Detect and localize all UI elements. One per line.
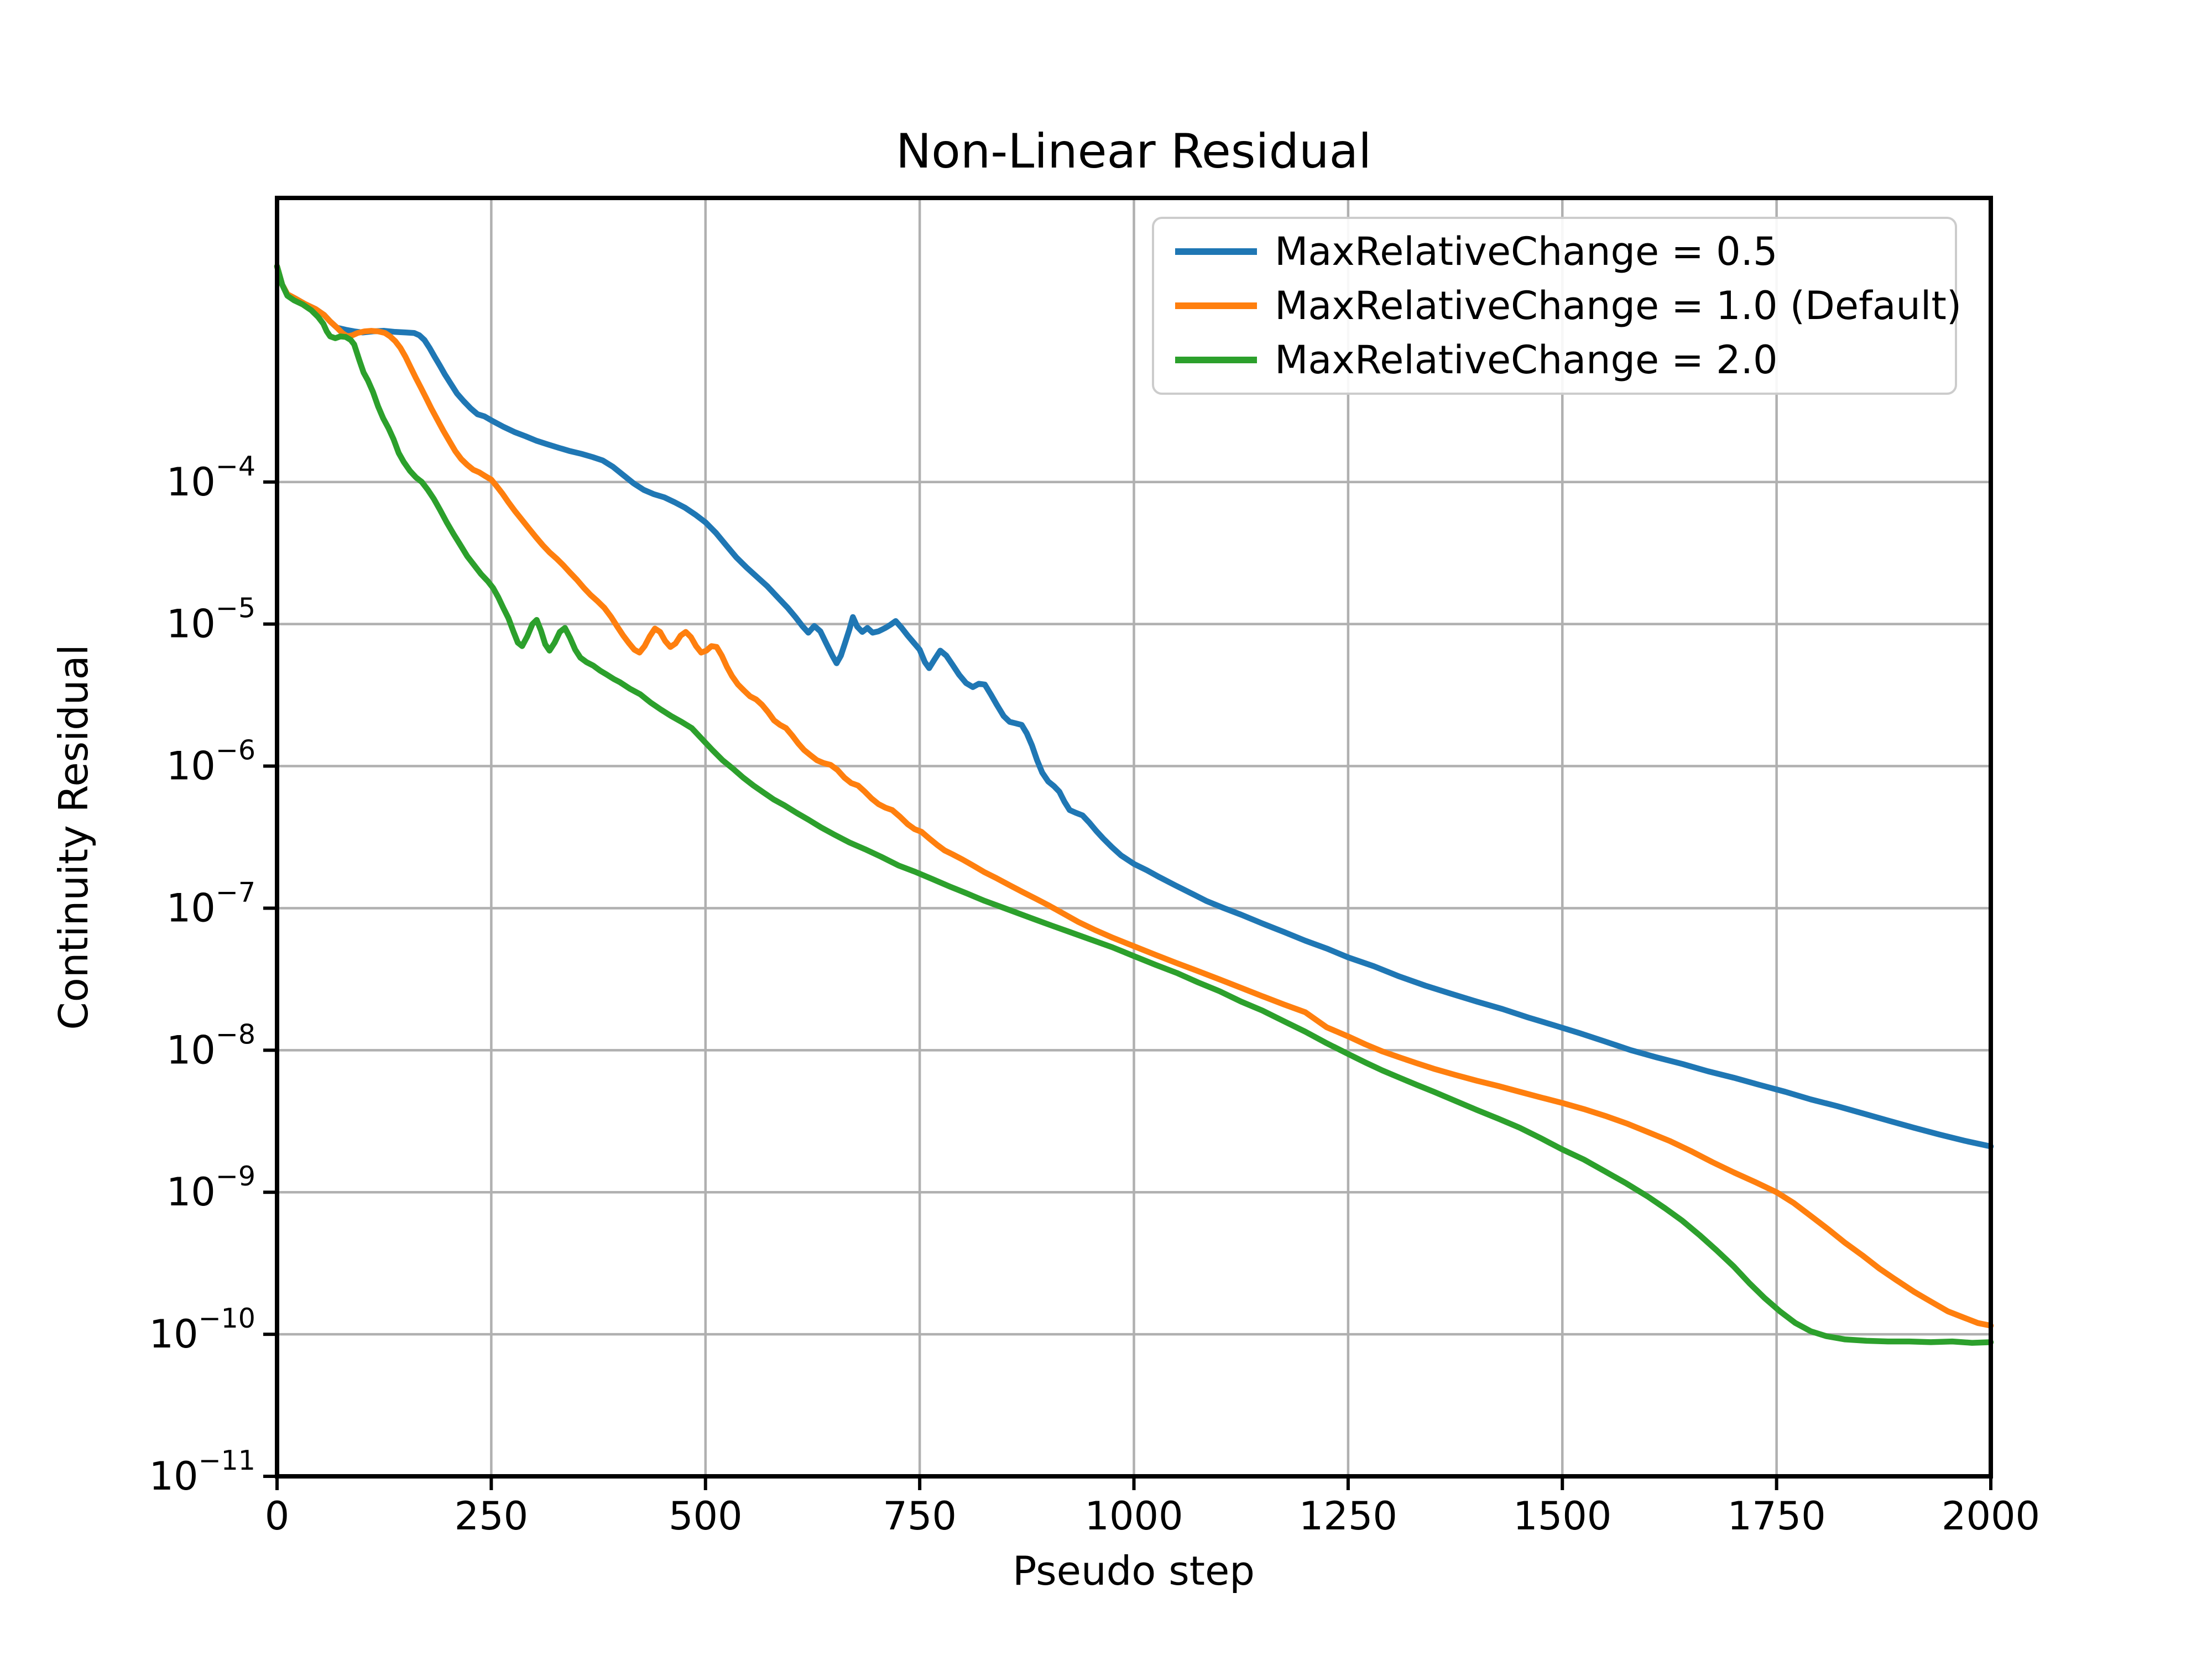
legend-label-2: MaxRelativeChange = 2.0 bbox=[1275, 337, 1778, 383]
x-tick-label-750: 750 bbox=[883, 1493, 957, 1539]
curve-series-1 bbox=[274, 263, 1994, 1329]
y-tick-label-1e-6: 10−6 bbox=[166, 735, 255, 789]
x-tick-label-250: 250 bbox=[455, 1493, 529, 1539]
legend-label-0: MaxRelativeChange = 0.5 bbox=[1275, 229, 1778, 274]
x-tick-label-500: 500 bbox=[669, 1493, 743, 1539]
curve-series-0 bbox=[274, 263, 1994, 1150]
data-curves bbox=[274, 263, 1994, 1346]
x-axis-label: Pseudo step bbox=[1013, 1548, 1255, 1594]
x-tick-label-1500: 1500 bbox=[1513, 1493, 1611, 1539]
x-tick-labels: 0 250 500 750 1000 1250 1500 1750 2000 bbox=[265, 1493, 2040, 1539]
y-axis-label: Continuity Residual bbox=[50, 644, 97, 1030]
y-tick-labels: 10−4 10−5 10−6 10−7 10−8 10−9 10−10 10−11 bbox=[149, 451, 256, 1499]
y-tick-label-1e-7: 10−7 bbox=[166, 876, 255, 931]
y-tick-label-1e-9: 10−9 bbox=[166, 1161, 255, 1215]
chart-title: Non-Linear Residual bbox=[896, 124, 1371, 179]
y-tick-label-1e-8: 10−8 bbox=[166, 1018, 255, 1073]
y-tick-label-1e-5: 10−5 bbox=[166, 593, 255, 647]
legend-label-1: MaxRelativeChange = 1.0 (Default) bbox=[1275, 283, 1961, 328]
legend: MaxRelativeChange = 0.5 MaxRelativeChange… bbox=[1152, 217, 1961, 395]
curve-series-2 bbox=[274, 263, 1994, 1346]
y-tick-label-1e-10: 10−10 bbox=[149, 1303, 256, 1357]
y-tick-label-1e-11: 10−11 bbox=[149, 1445, 256, 1499]
x-tick-label-0: 0 bbox=[265, 1493, 290, 1539]
x-tick-label-1750: 1750 bbox=[1728, 1493, 1826, 1539]
axis-ticks bbox=[263, 480, 1992, 1490]
x-tick-label-1000: 1000 bbox=[1084, 1493, 1183, 1539]
gridlines bbox=[277, 198, 1991, 1476]
legend-box bbox=[1152, 217, 1957, 395]
x-tick-label-2000: 2000 bbox=[1942, 1493, 2040, 1539]
x-tick-label-1250: 1250 bbox=[1299, 1493, 1397, 1539]
y-tick-label-1e-4: 10−4 bbox=[166, 451, 255, 505]
